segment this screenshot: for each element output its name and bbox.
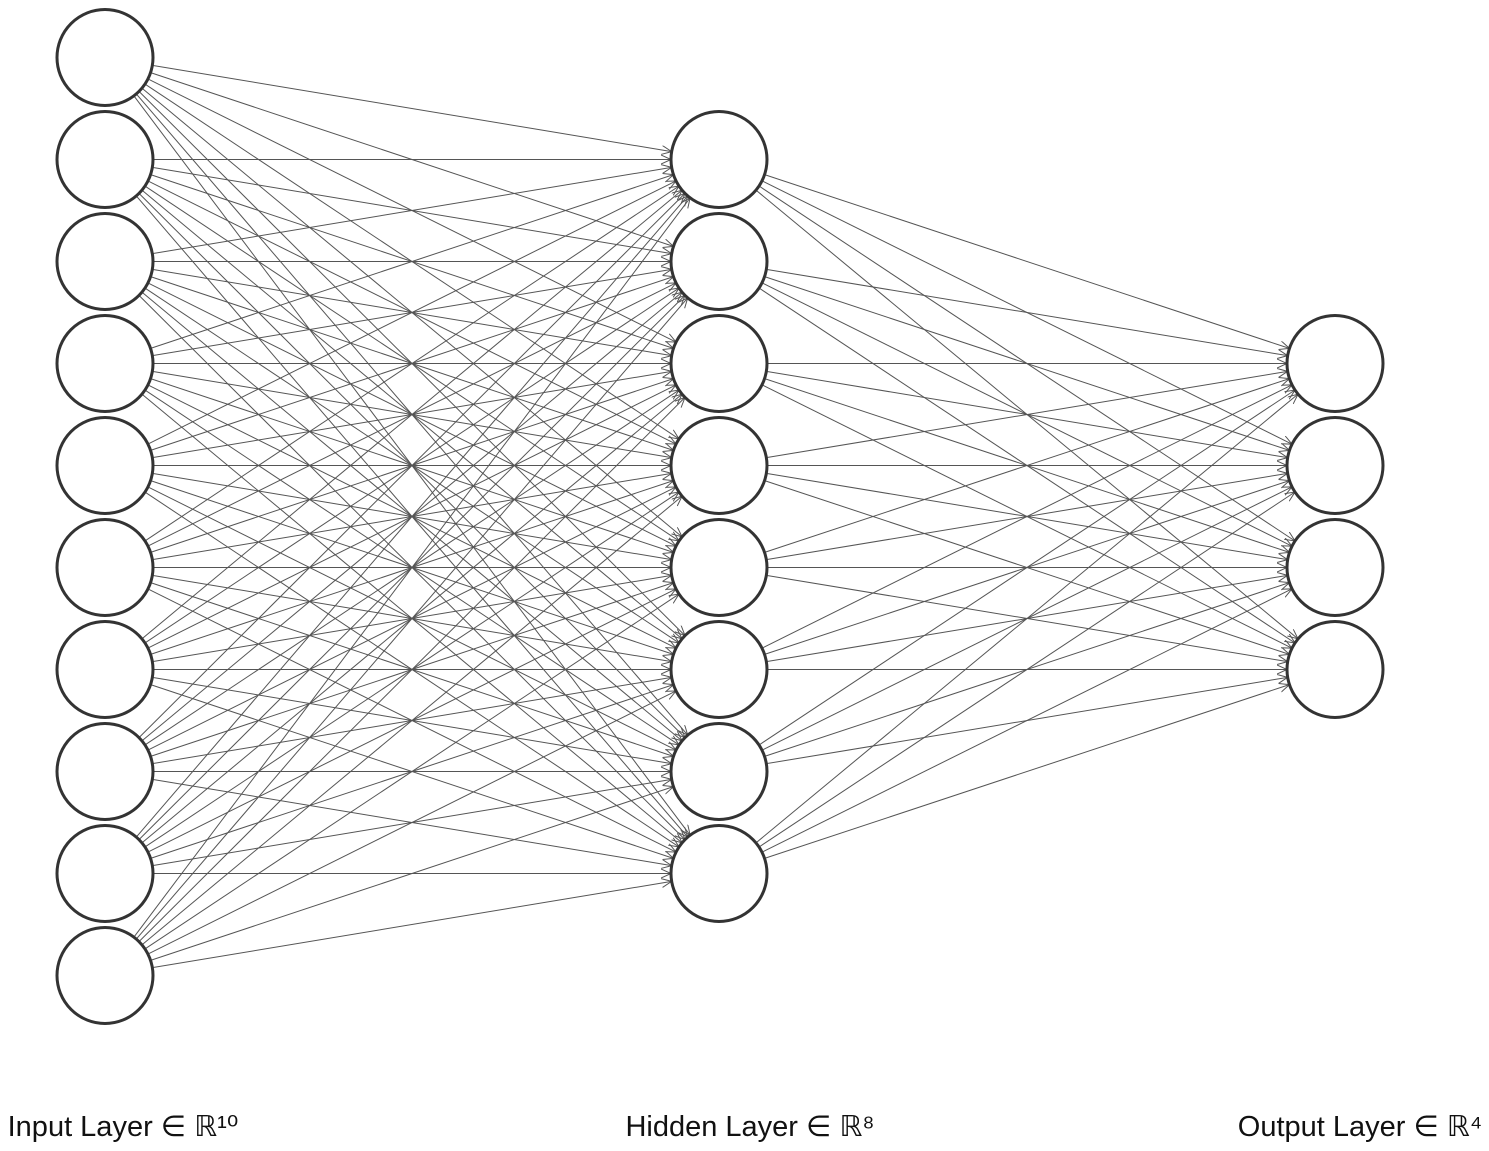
input-node-6	[55, 518, 155, 617]
edge-hidden-to-output	[755, 394, 1298, 844]
output-node-2	[1285, 416, 1385, 515]
edge-input-to-hidden	[138, 193, 685, 738]
edge-input-to-hidden	[135, 196, 687, 838]
edge-hidden-to-output	[761, 589, 1292, 853]
edge-input-to-hidden	[135, 298, 687, 940]
edge-input-to-hidden	[147, 181, 676, 445]
output-node-1	[1285, 314, 1385, 413]
input-node-3	[55, 212, 155, 311]
edge-input-to-hidden	[138, 397, 685, 942]
edge-hidden-to-output	[764, 379, 1290, 553]
hidden-node-5	[669, 518, 769, 617]
hidden-node-3	[669, 314, 769, 413]
input-node-4	[55, 314, 155, 413]
layer-label-output: Output Layer ∈ ℝ⁴	[1238, 1111, 1482, 1143]
output-node-4	[1285, 620, 1385, 719]
edge-input-to-hidden	[144, 594, 679, 950]
hidden-node-4	[669, 416, 769, 515]
input-node-1	[55, 8, 155, 107]
edge-input-to-hidden	[150, 175, 674, 349]
input-node-7	[55, 620, 155, 719]
hidden-node-2	[669, 212, 769, 311]
edge-input-to-hidden	[141, 190, 682, 640]
labels-group: Input Layer ∈ ℝ¹⁰ Hidden Layer ∈ ℝ⁸ Output…	[8, 1111, 1483, 1143]
edge-input-to-hidden	[152, 64, 671, 151]
edge-hidden-to-output	[764, 174, 1290, 349]
edge-input-to-hidden	[147, 691, 676, 955]
edge-input-to-hidden	[144, 186, 679, 542]
layer-label-hidden: Hidden Layer ∈ ℝ⁸	[625, 1111, 874, 1143]
edges-group	[133, 64, 1298, 969]
edge-hidden-to-output	[758, 390, 1295, 746]
input-node-2	[55, 110, 155, 209]
edge-hidden-to-output	[766, 371, 1287, 459]
edge-hidden-to-output	[761, 385, 1292, 649]
input-node-9	[55, 824, 155, 923]
nodes-group	[55, 8, 1385, 1025]
edge-input-to-hidden	[133, 198, 690, 938]
edge-hidden-to-output	[758, 492, 1295, 848]
hidden-node-6	[669, 620, 769, 719]
edge-hidden-to-output	[764, 685, 1290, 859]
edge-input-to-hidden	[141, 496, 682, 946]
input-node-8	[55, 722, 155, 821]
hidden-node-8	[669, 824, 769, 923]
input-node-5	[55, 416, 155, 515]
hidden-node-1	[669, 110, 769, 209]
output-node-3	[1285, 518, 1385, 617]
edge-hidden-to-output	[766, 268, 1287, 355]
input-node-10	[55, 926, 155, 1025]
edge-input-to-hidden	[150, 787, 674, 961]
layer-label-input: Input Layer ∈ ℝ¹⁰	[8, 1111, 239, 1143]
hidden-node-7	[669, 722, 769, 821]
edge-input-to-hidden	[152, 881, 671, 969]
edge-input-to-hidden	[152, 167, 671, 255]
